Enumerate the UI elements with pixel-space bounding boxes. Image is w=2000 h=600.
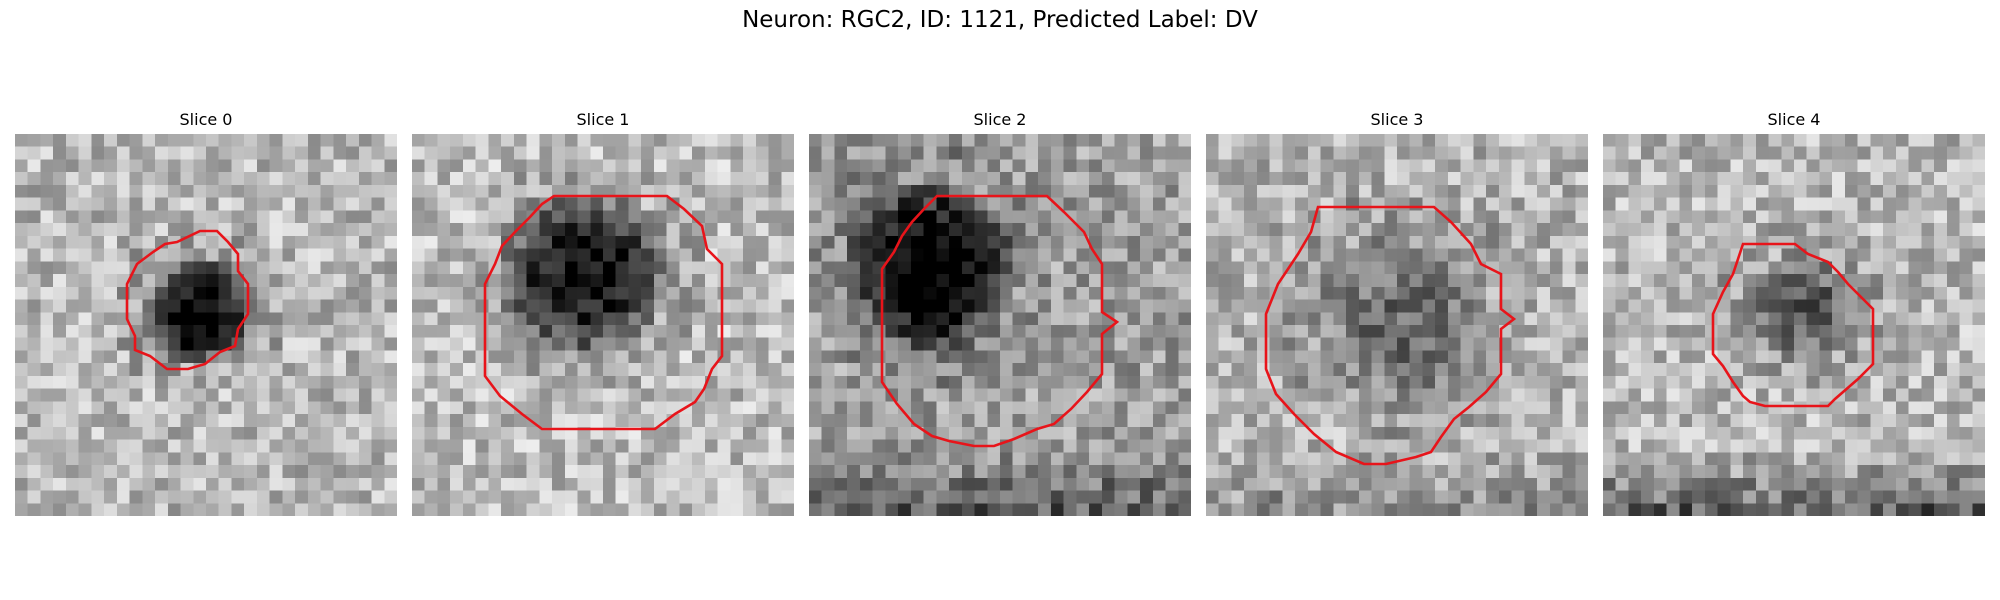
roi-contour — [1264, 205, 1517, 466]
roi-contour — [880, 194, 1120, 448]
slice-panel-4: Slice 4 — [1603, 110, 1985, 516]
roi-contour — [125, 229, 250, 371]
microscopy-slice-image — [412, 134, 794, 516]
slice-panel-2: Slice 2 — [809, 110, 1191, 516]
slice-title: Slice 4 — [1767, 110, 1821, 129]
slice-image — [1206, 134, 1588, 516]
roi-contour — [1711, 242, 1875, 408]
microscopy-slice-image — [1206, 134, 1588, 516]
slice-image — [1603, 134, 1985, 516]
slice-panel-3: Slice 3 — [1206, 110, 1588, 516]
roi-contour — [483, 194, 724, 431]
slice-title: Slice 2 — [973, 110, 1027, 129]
figure-title: Neuron: RGC2, ID: 1121, Predicted Label:… — [742, 7, 1258, 33]
slice-title: Slice 1 — [576, 110, 630, 129]
slice-title: Slice 3 — [1370, 110, 1424, 129]
slice-title: Slice 0 — [179, 110, 233, 129]
slice-image — [15, 134, 397, 516]
slice-panel-1: Slice 1 — [412, 110, 794, 516]
microscopy-slice-image — [809, 134, 1191, 516]
slice-image — [809, 134, 1191, 516]
slice-panel-0: Slice 0 — [15, 110, 397, 516]
microscopy-slice-image — [1603, 134, 1985, 516]
microscopy-slice-image — [15, 134, 397, 516]
slice-image — [412, 134, 794, 516]
